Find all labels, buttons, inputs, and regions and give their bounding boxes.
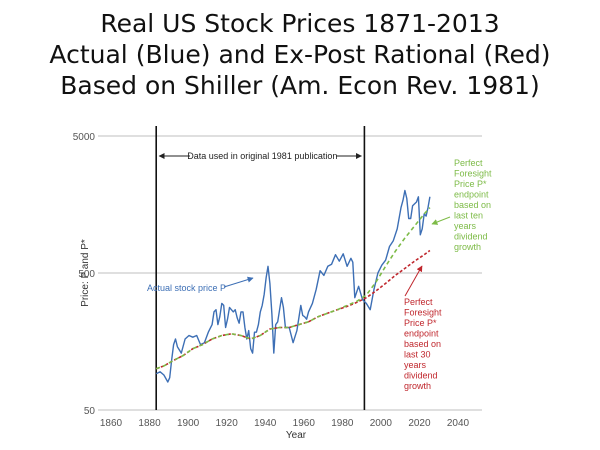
red-annotation-line: dividend	[404, 371, 438, 381]
x-tick-label: 1980	[331, 418, 354, 429]
x-tick-label: 2020	[408, 418, 431, 429]
annotation-layer: Data used in original 1981 publication Ac…	[147, 151, 492, 391]
x-tick-label: 1960	[293, 418, 316, 429]
green-annotation-line: Price P*	[454, 179, 487, 189]
green-annotation-line: years	[454, 221, 477, 231]
y-tick-label: 500	[78, 269, 95, 280]
series-layer	[155, 189, 431, 383]
x-tick-label: 1860	[100, 418, 123, 429]
green-annotation-arrow	[431, 216, 451, 225]
red-annotation-arrow	[404, 265, 423, 297]
red-annotation-line: Perfect	[404, 297, 433, 307]
red-annotation-line: growth	[404, 381, 431, 391]
x-tick-label: 2000	[370, 418, 393, 429]
series-line-pstar-thirty	[155, 249, 431, 370]
actual-price-arrow	[223, 276, 254, 288]
red-annotation-line: years	[404, 360, 427, 370]
green-annotation-line: last ten	[454, 211, 483, 221]
axis-layer: 50 500 5000 1860 1880 1900 1920 1940 1960 1980 200…	[73, 126, 470, 441]
green-annotation-line: based on	[454, 200, 491, 210]
x-tick-label: 1880	[138, 418, 161, 429]
x-tick-label: 1900	[177, 418, 200, 429]
y-tick-label: 50	[84, 406, 96, 417]
red-annotation-line: endpoint	[404, 329, 439, 339]
title-line-3: Based on Shiller (Am. Econ Rev. 1981)	[60, 71, 540, 100]
green-annotation-line: dividend	[454, 232, 488, 242]
green-annotation-line: endpoint	[454, 190, 489, 200]
y-tick-label: 5000	[73, 132, 96, 143]
green-annotation-line: Foresight	[454, 169, 492, 179]
red-annotation-line: Foresight	[404, 308, 442, 318]
bracket-label: Data used in original 1981 publication	[187, 151, 337, 161]
red-annotation-line: Price P*	[404, 318, 437, 328]
x-tick-label: 1920	[216, 418, 239, 429]
x-tick-label: 1940	[254, 418, 277, 429]
red-annotation-line: last 30	[404, 350, 431, 360]
red-annotation-line: based on	[404, 339, 441, 349]
series-line-pstar-ten	[155, 207, 431, 370]
x-tick-label: 2040	[447, 418, 470, 429]
y-axis-title: Price: P and P*	[80, 239, 91, 307]
green-annotation-line: growth	[454, 242, 481, 252]
title-line-2: Actual (Blue) and Ex-Post Rational (Red)	[49, 40, 551, 69]
slide-title: Real US Stock Prices 1871-2013 Actual (B…	[0, 8, 600, 101]
title-line-1: Real US Stock Prices 1871-2013	[100, 9, 500, 38]
actual-price-label: Actual stock price P	[147, 283, 226, 293]
series-line-actual	[155, 189, 431, 383]
green-annotation-line: Perfect	[454, 158, 483, 168]
x-axis-title: Year	[286, 430, 307, 441]
